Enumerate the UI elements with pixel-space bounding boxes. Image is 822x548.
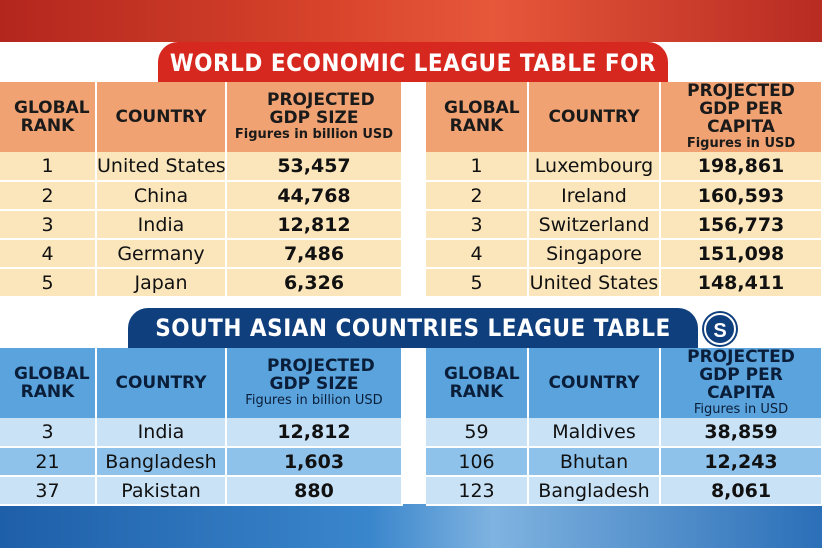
publisher-logo: S: [704, 313, 736, 345]
value-cell: 156,773: [660, 210, 822, 240]
country-cell: Maldives: [528, 418, 661, 448]
value-cell: 880: [226, 476, 403, 506]
country-cell: Germany: [96, 239, 227, 269]
column-header-value-unit: Figures in USD: [693, 402, 789, 417]
rank-cell: 106: [426, 447, 529, 477]
column-header-value-label: PROJECTED GDP PER CAPITA: [687, 348, 795, 403]
rank-cell: 123: [426, 476, 529, 506]
country-cell: Switzerland: [528, 210, 661, 240]
column-header-rank: GLOBAL RANK: [426, 82, 529, 152]
value-cell: 38,859: [660, 418, 822, 448]
table-row: 2 China 44,768: [0, 181, 403, 211]
country-cell: India: [96, 210, 227, 240]
table-row: 3 India 12,812: [0, 418, 403, 448]
table-row: 3 Switzerland 156,773: [426, 210, 822, 240]
rank-cell: 4: [426, 239, 529, 269]
column-header-rank: GLOBAL RANK: [426, 348, 529, 418]
country-cell: Bangladesh: [528, 476, 661, 506]
rank-cell: 5: [426, 268, 529, 298]
value-cell: 198,861: [660, 152, 822, 182]
column-header-value-unit: Figures in billion USD: [234, 127, 394, 142]
table-row: 3 India 12,812: [0, 210, 403, 240]
value-cell: 151,098: [660, 239, 822, 269]
rank-cell: 3: [0, 418, 97, 448]
country-cell: India: [96, 418, 227, 448]
top-decorative-band: [0, 0, 822, 42]
table-row: 37 Pakistan 880: [0, 476, 403, 506]
table-row: 123 Bangladesh 8,061: [426, 476, 822, 506]
value-cell: 160,593: [660, 181, 822, 211]
world-gdp-per-capita-table: GLOBAL RANK COUNTRY PROJECTED GDP PER CA…: [426, 82, 822, 298]
rank-cell: 5: [0, 268, 97, 298]
country-cell: Japan: [96, 268, 227, 298]
value-cell: 1,603: [226, 447, 403, 477]
rank-cell: 2: [0, 181, 97, 211]
column-header-country: COUNTRY: [528, 348, 661, 418]
table-row: 2 Ireland 160,593: [426, 181, 822, 211]
column-header-value-label: PROJECTED GDP PER CAPITA: [687, 82, 795, 137]
country-cell: China: [96, 181, 227, 211]
country-cell: United States: [528, 268, 661, 298]
column-header-country: COUNTRY: [528, 82, 661, 152]
rank-cell: 3: [426, 210, 529, 240]
column-header-value: PROJECTED GDP SIZE Figures in billion US…: [226, 82, 403, 152]
rank-cell: 1: [0, 152, 97, 182]
country-cell: Singapore: [528, 239, 661, 269]
country-cell: Bhutan: [528, 447, 661, 477]
country-cell: United States: [96, 152, 227, 182]
column-header-value-label: PROJECTED GDP SIZE: [267, 356, 375, 394]
value-cell: 44,768: [226, 181, 403, 211]
table-row: 1 Luxembourg 198,861: [426, 152, 822, 182]
south-asia-gdp-per-capita-table: GLOBAL RANK COUNTRY PROJECTED GDP PER CA…: [426, 348, 822, 506]
value-cell: 148,411: [660, 268, 822, 298]
value-cell: 8,061: [660, 476, 822, 506]
country-cell: Luxembourg: [528, 152, 661, 182]
column-header-rank: GLOBAL RANK: [0, 348, 97, 418]
column-header-value: PROJECTED GDP PER CAPITA Figures in USD: [660, 348, 822, 418]
column-header-value: PROJECTED GDP SIZE Figures in billion US…: [226, 348, 403, 418]
rank-cell: 2: [426, 181, 529, 211]
column-header-value-unit: Figures in billion USD: [245, 393, 383, 408]
column-header-value-unit: Figures in USD: [686, 136, 796, 151]
value-cell: 6,326: [226, 268, 403, 298]
rank-cell: 21: [0, 447, 97, 477]
column-header-rank: GLOBAL RANK: [0, 82, 97, 152]
table-row: 21 Bangladesh 1,603: [0, 447, 403, 477]
column-header-value: PROJECTED GDP PER CAPITA Figures in USD: [660, 82, 822, 152]
world-gdp-size-table: GLOBAL RANK COUNTRY PROJECTED GDP SIZE F…: [0, 82, 403, 298]
value-cell: 53,457: [226, 152, 403, 182]
value-cell: 12,812: [226, 210, 403, 240]
rank-cell: 1: [426, 152, 529, 182]
bottom-decorative-band: [0, 504, 822, 548]
south-asia-gdp-size-table: GLOBAL RANK COUNTRY PROJECTED GDP SIZE F…: [0, 348, 403, 506]
rank-cell: 37: [0, 476, 97, 506]
country-cell: Ireland: [528, 181, 661, 211]
table-row: 106 Bhutan 12,243: [426, 447, 822, 477]
value-cell: 12,243: [660, 447, 822, 477]
table-row: 5 United States 148,411: [426, 268, 822, 298]
rank-cell: 4: [0, 239, 97, 269]
column-header-country: COUNTRY: [96, 348, 227, 418]
table-row: 4 Germany 7,486: [0, 239, 403, 269]
value-cell: 12,812: [226, 418, 403, 448]
table-row: 4 Singapore 151,098: [426, 239, 822, 269]
rank-cell: 3: [0, 210, 97, 240]
south-asia-table-title: SOUTH ASIAN COUNTRIES LEAGUE TABLE FOR 2…: [128, 308, 698, 382]
table-row: 5 Japan 6,326: [0, 268, 403, 298]
world-table-title: WORLD ECONOMIC LEAGUE TABLE FOR 2039: [158, 42, 668, 119]
country-cell: Pakistan: [96, 476, 227, 506]
table-row: 1 United States 53,457: [0, 152, 403, 182]
country-cell: Bangladesh: [96, 447, 227, 477]
column-header-country: COUNTRY: [96, 82, 227, 152]
rank-cell: 59: [426, 418, 529, 448]
column-header-value-label: PROJECTED GDP SIZE: [267, 90, 375, 128]
table-row: 59 Maldives 38,859: [426, 418, 822, 448]
value-cell: 7,486: [226, 239, 403, 269]
